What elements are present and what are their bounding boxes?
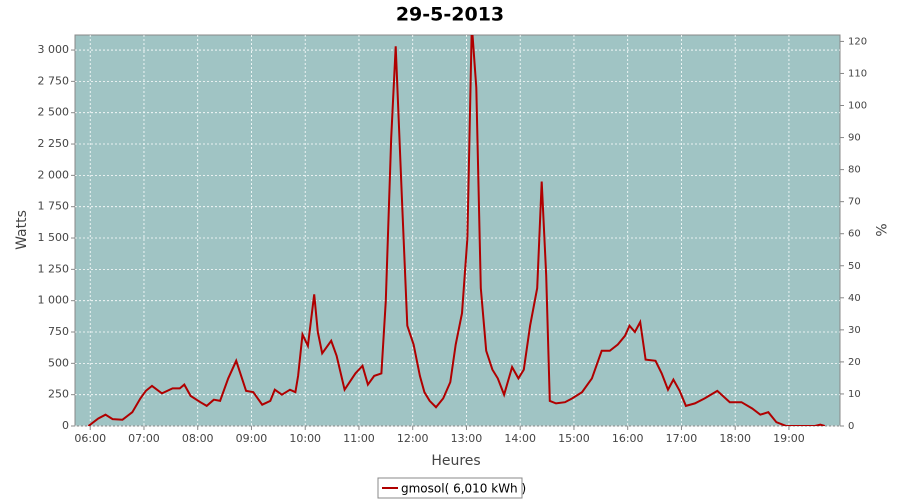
y2-tick-label: 50 (848, 261, 861, 272)
y-tick-label: 500 (48, 356, 69, 369)
x-tick-label: 14:00 (504, 432, 536, 445)
y-tick-label: 0 (62, 419, 69, 432)
x-tick-label: 12:00 (397, 432, 429, 445)
y-tick-label: 2 750 (38, 74, 70, 87)
plot-background (74, 34, 841, 427)
x-tick-label: 10:00 (289, 432, 321, 445)
x-tick-label: 17:00 (666, 432, 698, 445)
y2-tick-label: 40 (848, 293, 861, 304)
y2-tick-label: 70 (848, 197, 861, 208)
y2-tick-label: 100 (848, 101, 867, 112)
x-tick-label: 07:00 (128, 432, 160, 445)
x-tick-label: 11:00 (343, 432, 375, 445)
y2-tick-label: 10 (848, 389, 861, 400)
y-tick-label: 2 250 (38, 137, 70, 150)
y2-tick-label: 110 (848, 68, 867, 79)
y-tick-label: 2 000 (38, 168, 70, 181)
x-tick-label: 13:00 (451, 432, 483, 445)
y-tick-label: 1 500 (38, 231, 70, 244)
legend-box (377, 477, 523, 499)
x-axis-title: Heures (431, 453, 480, 469)
series-line (87, 35, 826, 426)
x-tick-label: 06:00 (74, 432, 106, 445)
chart-title: 29-5-2013 (396, 4, 504, 26)
x-tick-label: 16:00 (612, 432, 644, 445)
y2-tick-label: 30 (848, 325, 861, 336)
y-tick-label: 250 (48, 388, 69, 401)
x-tick-label: 09:00 (236, 432, 268, 445)
x-tick-label: 15:00 (558, 432, 590, 445)
y-tick-label: 1 750 (38, 200, 70, 213)
y-tick-label: 1 000 (38, 294, 70, 307)
y-tick-label: 2 500 (38, 106, 70, 119)
y2-tick-label: 120 (848, 36, 867, 47)
y-tick-label: 3 000 (38, 43, 70, 56)
y2-tick-label: 90 (848, 133, 861, 144)
y2-axis-title: % (872, 223, 888, 236)
x-tick-label: 08:00 (182, 432, 214, 445)
y2-tick-label: 20 (848, 357, 861, 368)
y-tick-label: 1 250 (38, 262, 70, 275)
y-tick-label: 750 (48, 325, 69, 338)
x-tick-label: 19:00 (773, 432, 805, 445)
y2-tick-label: 60 (848, 229, 861, 240)
x-tick-label: 18:00 (719, 432, 751, 445)
legend-label: gmosol( 6,010 kWh ) (401, 482, 526, 496)
y2-tick-label: 0 (848, 421, 854, 432)
y-axis-title: Watts (14, 210, 30, 250)
y2-tick-label: 80 (848, 165, 861, 176)
